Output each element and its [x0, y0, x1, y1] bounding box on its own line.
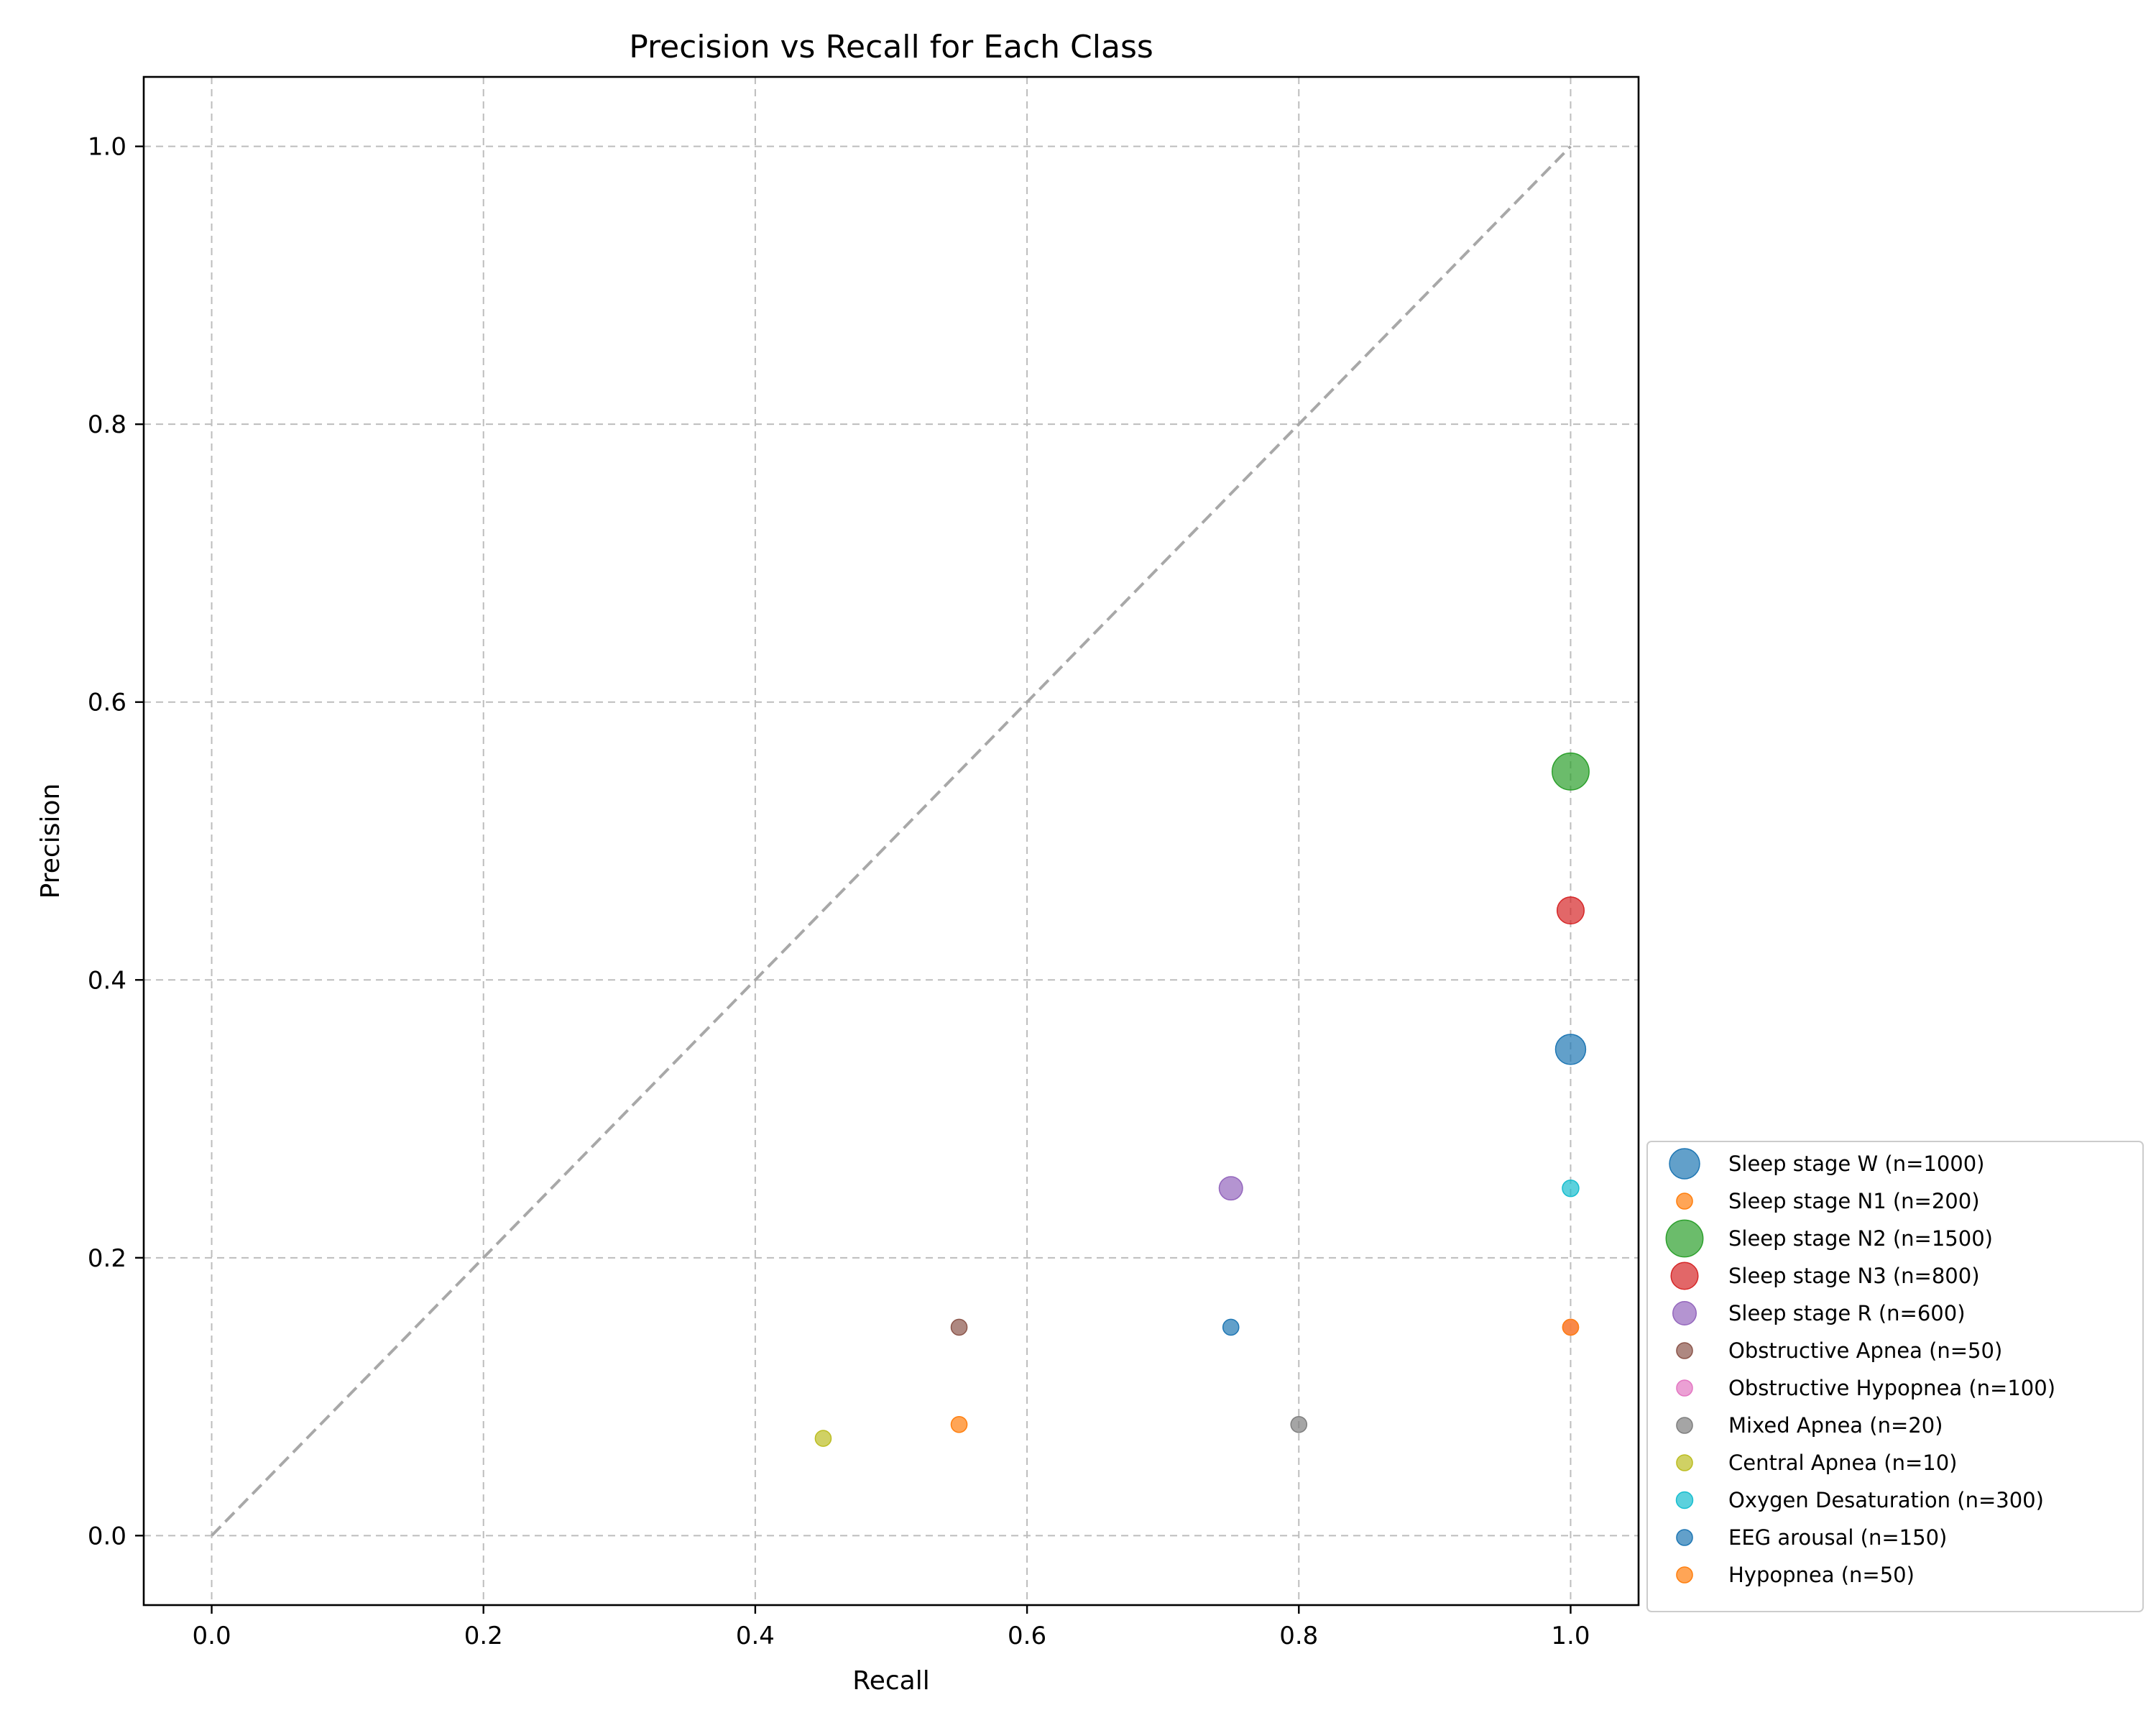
y-axis-ticks: 0.0 0.2 0.4 0.6 0.8 1.0	[88, 133, 144, 1550]
legend-item: Obstructive Apnea (n=50)	[1676, 1338, 2002, 1363]
x-tick-label: 0.8	[1279, 1622, 1318, 1650]
legend-item: Sleep stage N1 (n=200)	[1676, 1189, 1980, 1213]
data-point	[1562, 1179, 1580, 1198]
legend-marker	[1675, 1491, 1694, 1509]
data-point	[950, 1415, 968, 1433]
y-tick-label: 0.6	[88, 689, 126, 717]
x-tick-label: 0.0	[193, 1622, 231, 1650]
legend-marker	[1676, 1529, 1693, 1546]
legend-item: EEG arousal (n=150)	[1676, 1525, 1947, 1550]
legend-label: Sleep stage N3 (n=800)	[1728, 1264, 1980, 1288]
legend-marker	[1676, 1379, 1693, 1397]
legend-marker	[1676, 1454, 1693, 1471]
data-point	[1552, 752, 1590, 791]
legend-marker	[1672, 1301, 1697, 1325]
legend-item: Sleep stage N2 (n=1500)	[1665, 1219, 1993, 1258]
x-tick-label: 0.6	[1008, 1622, 1046, 1650]
data-point	[1218, 1176, 1243, 1201]
legend-box	[1646, 1141, 2144, 1612]
y-tick-label: 1.0	[88, 133, 126, 162]
legend-label: Central Apnea (n=10)	[1728, 1451, 1957, 1475]
legend-marker	[1665, 1219, 1704, 1258]
legend-item: Central Apnea (n=10)	[1676, 1451, 1957, 1475]
data-point	[814, 1430, 832, 1447]
data-point	[1556, 896, 1585, 925]
legend-item: Sleep stage R (n=600)	[1672, 1301, 1966, 1325]
legend-label: Sleep stage N2 (n=1500)	[1728, 1226, 1993, 1251]
y-tick-label: 0.8	[88, 410, 126, 439]
y-axis-label: Precision	[36, 783, 65, 899]
legend-marker	[1676, 1566, 1693, 1584]
legend: Sleep stage W (n=1000) Sleep stage N1 (n=…	[1646, 1141, 2144, 1612]
x-tick-label: 1.0	[1551, 1622, 1590, 1650]
diagonal-reference-line	[211, 145, 1572, 1537]
data-point	[1562, 1318, 1580, 1336]
data-point	[1290, 1415, 1308, 1433]
legend-item: Sleep stage W (n=1000)	[1669, 1148, 1985, 1180]
data-point	[1222, 1318, 1240, 1336]
x-tick-label: 0.2	[464, 1622, 503, 1650]
legend-marker	[1676, 1342, 1693, 1359]
legend-item: Mixed Apnea (n=20)	[1676, 1413, 1943, 1438]
legend-marker	[1676, 1192, 1693, 1210]
legend-label: Oxygen Desaturation (n=300)	[1728, 1488, 2044, 1512]
legend-marker	[1676, 1417, 1693, 1434]
legend-item: Oxygen Desaturation (n=300)	[1675, 1488, 2044, 1512]
data-point	[950, 1318, 968, 1336]
y-tick-label: 0.4	[88, 966, 126, 995]
legend-label: Sleep stage R (n=600)	[1728, 1301, 1966, 1325]
legend-label: Mixed Apnea (n=20)	[1728, 1413, 1943, 1438]
chart-title: Precision vs Recall for Each Class	[629, 29, 1153, 65]
data-point	[1554, 1034, 1587, 1065]
legend-label: Sleep stage W (n=1000)	[1728, 1152, 1985, 1176]
legend-item: Sleep stage N3 (n=800)	[1670, 1261, 1980, 1290]
data-points	[814, 752, 1590, 1447]
legend-marker	[1670, 1261, 1699, 1290]
y-tick-label: 0.2	[88, 1244, 126, 1273]
x-axis-ticks: 0.0 0.2 0.4 0.6 0.8 1.0	[193, 1605, 1590, 1650]
legend-item: Hypopnea (n=50)	[1676, 1563, 1915, 1587]
legend-label: Sleep stage N1 (n=200)	[1728, 1189, 1980, 1213]
plot-frame	[142, 75, 1640, 1607]
y-tick-label: 0.0	[88, 1522, 126, 1550]
legend-item: Obstructive Hypopnea (n=100)	[1676, 1376, 2055, 1400]
legend-label: EEG arousal (n=150)	[1728, 1525, 1947, 1550]
legend-label: Obstructive Hypopnea (n=100)	[1728, 1376, 2055, 1400]
reference-diagonal	[211, 145, 1572, 1537]
x-tick-label: 0.4	[736, 1622, 775, 1650]
x-axis-label: Recall	[852, 1666, 929, 1696]
legend-marker	[1669, 1148, 1700, 1180]
legend-label: Hypopnea (n=50)	[1728, 1563, 1915, 1587]
legend-label: Obstructive Apnea (n=50)	[1728, 1338, 2002, 1363]
grid	[144, 77, 1639, 1605]
